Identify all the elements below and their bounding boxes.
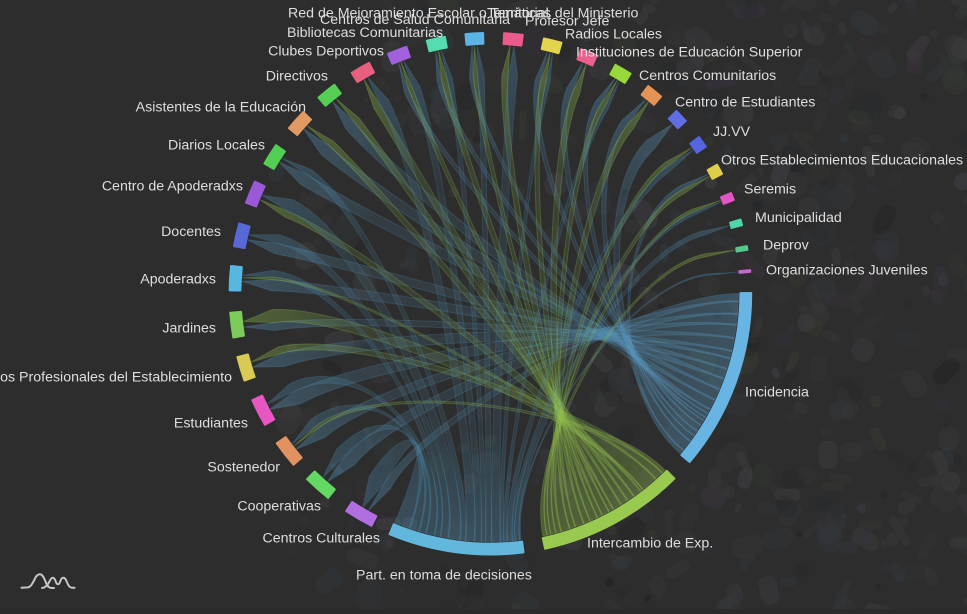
- svg-text:Docentes: Docentes: [161, 224, 221, 240]
- svg-text:Part. en toma de decisiones: Part. en toma de decisiones: [356, 567, 532, 583]
- svg-text:Clubes Deportivos: Clubes Deportivos: [268, 43, 384, 59]
- svg-text:Diarios Locales: Diarios Locales: [168, 137, 265, 153]
- svg-text:Seremis: Seremis: [744, 181, 796, 197]
- svg-text:Instituciones de Educación Sup: Instituciones de Educación Superior: [576, 44, 803, 60]
- svg-text:Centro de Apoderadxs: Centro de Apoderadxs: [102, 178, 243, 194]
- svg-text:Centros Culturales: Centros Culturales: [263, 530, 381, 546]
- svg-text:Radios Locales: Radios Locales: [565, 26, 662, 42]
- svg-text:Intercambio de Exp.: Intercambio de Exp.: [587, 535, 713, 551]
- svg-text:Otros Establecimientos Educaci: Otros Establecimientos Educacionales: [721, 152, 963, 168]
- svg-text:Centros Comunitarios: Centros Comunitarios: [639, 68, 776, 84]
- svg-text:Temáticas del Ministerio: Temáticas del Ministerio: [487, 5, 638, 21]
- svg-text:Asistentes de la Educación: Asistentes de la Educación: [136, 99, 306, 115]
- svg-text:Deprov: Deprov: [763, 237, 810, 253]
- svg-text:Incidencia: Incidencia: [745, 384, 809, 400]
- svg-text:Estudiantes: Estudiantes: [174, 415, 248, 431]
- svg-text:JJ.VV: JJ.VV: [713, 124, 751, 140]
- svg-text:Centros de Salud Comunitaria: Centros de Salud Comunitaria: [320, 12, 510, 28]
- svg-text:Jardines: Jardines: [162, 320, 216, 336]
- svg-text:Organizaciones Juveniles: Organizaciones Juveniles: [766, 262, 928, 278]
- svg-text:Bibliotecas Comunitarias: Bibliotecas Comunitarias: [287, 25, 443, 41]
- svg-text:Profesor Jefe: Profesor Jefe: [525, 13, 609, 29]
- svg-text:Directivos: Directivos: [266, 68, 328, 84]
- svg-text:Sostenedor: Sostenedor: [207, 459, 280, 475]
- svg-text:Equipos Profesionales del Esta: Equipos Profesionales del Establecimient…: [0, 369, 232, 385]
- svg-text:Cooperativas: Cooperativas: [237, 498, 321, 514]
- svg-text:Apoderadxs: Apoderadxs: [140, 271, 216, 287]
- svg-text:Centro de Estudiantes: Centro de Estudiantes: [675, 94, 815, 110]
- svg-text:Red de Mejoramiento Escolar o: Red de Mejoramiento Escolar o Territoria…: [288, 5, 549, 21]
- svg-text:Municipalidad: Municipalidad: [755, 210, 842, 226]
